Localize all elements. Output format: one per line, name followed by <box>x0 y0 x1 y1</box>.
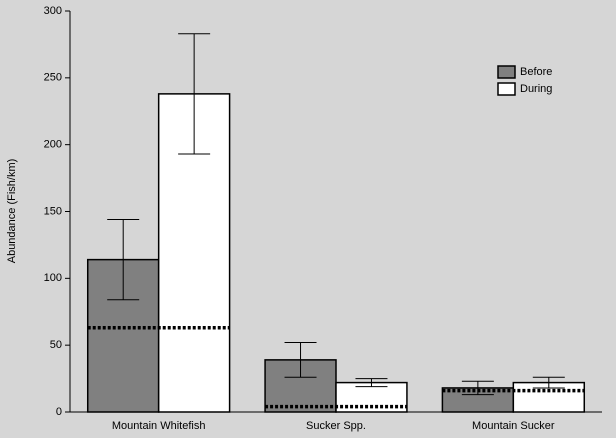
y-tick-label: 50 <box>50 339 62 351</box>
legend-label: During <box>520 83 552 95</box>
y-tick-label: 250 <box>44 72 62 84</box>
legend-swatch <box>498 83 515 95</box>
y-tick-label: 100 <box>44 272 62 284</box>
y-tick-label: 200 <box>44 139 62 151</box>
legend-label: Before <box>520 66 552 78</box>
x-tick-label: Sucker Spp. <box>306 420 366 432</box>
y-tick-label: 150 <box>44 205 62 217</box>
y-axis-label: Abundance (Fish/km) <box>6 159 18 264</box>
chart: Abundance (Fish/km) 0 50 100 150 200 250 300 Mo… <box>0 0 616 438</box>
x-tick-label: Mountain Whitefish <box>112 420 206 432</box>
y-tick-label: 0 <box>56 406 62 418</box>
x-tick-label: Mountain Sucker <box>472 420 555 432</box>
y-tick-label: 300 <box>44 5 62 17</box>
legend-swatch <box>498 66 515 78</box>
